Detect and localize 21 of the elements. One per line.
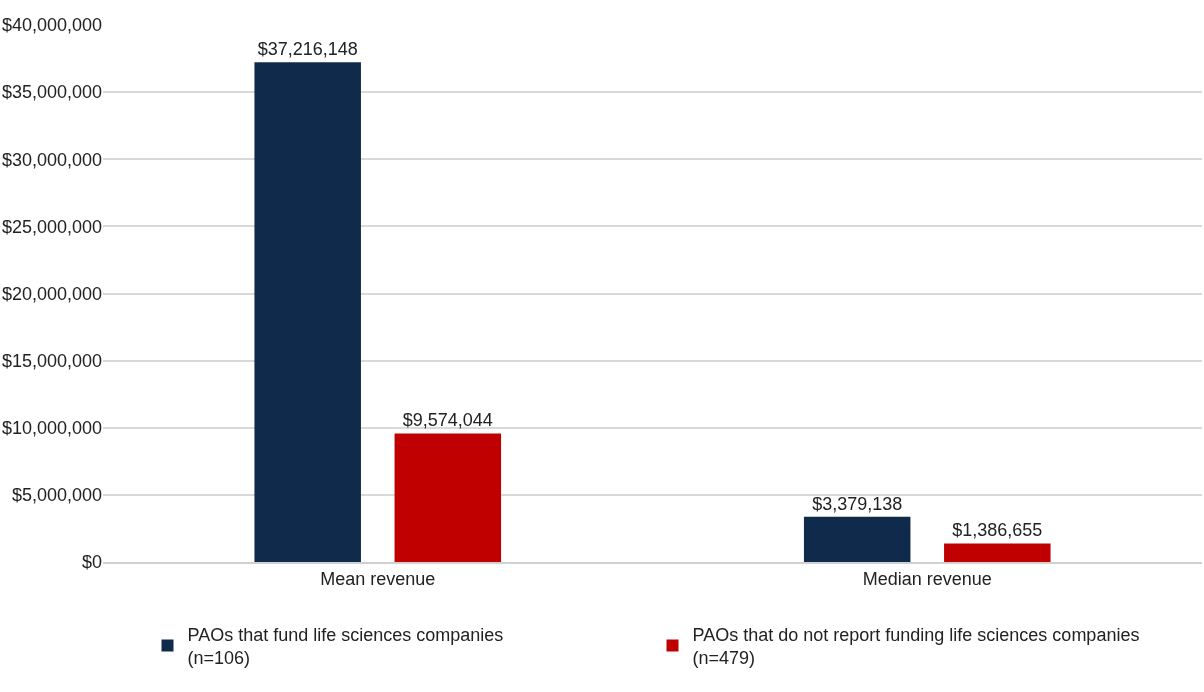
x-tick-label: Median revenue	[862, 569, 992, 590]
y-tick-label: $20,000,000	[1, 283, 102, 304]
y-tick-label: $35,000,000	[1, 82, 102, 103]
bar	[254, 62, 361, 562]
x-tick-label: Mean revenue	[320, 569, 436, 590]
legend-label: PAOs that do not report funding life sciences companies (n=479)	[692, 624, 1140, 669]
bar	[944, 543, 1051, 562]
bar	[394, 433, 502, 562]
y-tick-label: $10,000,000	[1, 418, 102, 439]
y-tick-label: $5,000,000	[11, 485, 102, 506]
data-label: $37,216,148	[257, 39, 358, 60]
bar	[803, 516, 911, 562]
y-tick-label: $25,000,000	[1, 216, 102, 237]
legend-label: PAOs that fund life sciences companies (n=106)	[187, 624, 504, 669]
data-label: $3,379,138	[812, 493, 903, 514]
data-label: $9,574,044	[402, 410, 493, 431]
y-tick-label: $30,000,000	[1, 149, 102, 170]
y-tick-label: $15,000,000	[1, 350, 102, 371]
y-tick-label: $40,000,000	[1, 15, 102, 36]
y-tick-label: $0	[81, 552, 102, 573]
data-label: $1,386,655	[952, 520, 1043, 541]
